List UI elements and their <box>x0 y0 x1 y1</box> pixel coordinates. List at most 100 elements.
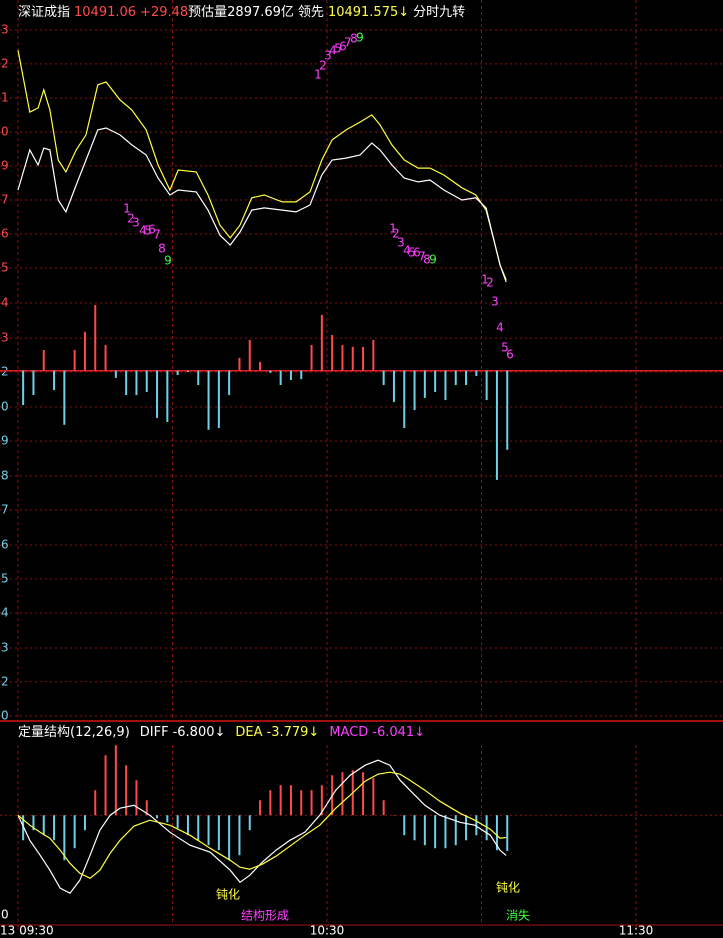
bar <box>341 344 344 371</box>
series-line <box>17 771 507 880</box>
price-header: 深证成指 10491.06 +29.48预估量2897.69亿 领先 10491.575… <box>18 5 469 21</box>
series-line <box>17 759 507 894</box>
y-tick-label: 5 <box>1 260 9 274</box>
indicator: 分时九转 <box>413 5 466 20</box>
bar <box>32 815 35 831</box>
series-line <box>17 127 507 283</box>
annotation: 消失 <box>506 908 530 923</box>
legend-value: -6.800↓ <box>172 725 226 740</box>
y-tick-label: 5 <box>1 571 9 585</box>
bar <box>434 370 437 392</box>
turn-mark: 8 <box>350 32 358 46</box>
bar <box>506 815 509 851</box>
bar <box>145 800 148 816</box>
turn-mark: 4 <box>329 44 337 58</box>
bar <box>197 815 200 841</box>
bar <box>217 815 220 851</box>
lead-label: 领先 <box>297 5 324 20</box>
bar <box>423 815 426 846</box>
y-tick-label: 4 <box>1 605 9 619</box>
bar <box>362 772 365 816</box>
bar <box>104 344 107 371</box>
bar <box>413 370 416 411</box>
bar <box>176 370 179 376</box>
bar <box>22 815 25 841</box>
bar <box>465 815 468 841</box>
y-tick-label: 1 <box>1 90 9 104</box>
turn-mark: 6 <box>506 348 514 362</box>
bar <box>341 772 344 816</box>
turn-mark: 7 <box>418 250 426 264</box>
macd-title: 定量结构(12,26,9) <box>18 725 130 740</box>
bar <box>279 785 282 816</box>
bar <box>320 785 323 816</box>
bar <box>506 370 509 450</box>
bar <box>269 790 272 816</box>
bar <box>392 815 395 816</box>
y-tick-label: 2 <box>1 674 9 688</box>
turn-mark: 5 <box>144 224 152 238</box>
turn-mark: 4 <box>139 224 147 238</box>
legend-value: -3.779↓ <box>266 725 320 740</box>
annotation: 结构形成 <box>241 908 289 923</box>
turn-mark: 5 <box>334 42 342 56</box>
turn-mark: 8 <box>423 253 431 267</box>
bar <box>104 755 107 816</box>
turn-mark: 5 <box>408 246 416 260</box>
bar <box>289 785 292 816</box>
turn-mark: 3 <box>132 216 140 230</box>
bar <box>289 370 292 381</box>
bar <box>259 361 262 371</box>
bar <box>434 815 437 849</box>
bar <box>310 344 313 371</box>
y-tick-label: 6 <box>1 538 9 552</box>
y-tick-label: 9 <box>1 158 9 172</box>
annotation: 钝化 <box>496 881 520 895</box>
turn-mark: 1 <box>123 202 131 216</box>
bar <box>259 800 262 816</box>
x-tick-label: 13 09:30 <box>0 924 54 938</box>
turn-mark: 7 <box>344 36 352 50</box>
volume: 预估量2897.69亿 <box>188 5 294 20</box>
turn-mark: 3 <box>397 236 405 250</box>
bar <box>444 370 447 401</box>
bar <box>156 370 159 418</box>
bar <box>73 349 76 371</box>
bar <box>248 815 251 831</box>
change: +29.48 <box>140 5 189 20</box>
bar <box>423 370 426 398</box>
bar <box>32 370 35 396</box>
bar <box>42 349 45 371</box>
bar <box>42 815 45 836</box>
bar <box>454 370 457 386</box>
y-tick-label: 0 <box>1 125 9 139</box>
turn-mark: 6 <box>148 223 156 237</box>
bar <box>53 815 56 841</box>
bar <box>207 370 210 430</box>
turn-mark: 2 <box>319 59 327 73</box>
bar <box>63 370 66 425</box>
bar <box>156 815 159 819</box>
bar <box>186 815 189 836</box>
y-tick-label: 3 <box>1 641 9 655</box>
bar <box>300 370 303 380</box>
bar <box>444 815 447 849</box>
turn-mark: 9 <box>356 31 364 45</box>
bar <box>135 780 138 816</box>
legend-name: MACD <box>329 725 369 740</box>
bar <box>238 357 241 371</box>
bar <box>22 370 25 406</box>
bar <box>83 815 86 831</box>
bar <box>454 815 457 846</box>
bar <box>73 815 76 849</box>
bar <box>228 815 231 861</box>
bar <box>94 790 97 816</box>
price: 10491.06 <box>74 5 137 20</box>
bar <box>186 370 189 372</box>
bar <box>320 314 323 371</box>
macd-header: 定量结构(12,26,9) DIFF -6.800↓ DEA -3.779↓ MACD -6… <box>18 725 429 741</box>
turn-mark: 9 <box>164 254 172 268</box>
bar <box>351 346 354 371</box>
bar <box>475 815 478 836</box>
